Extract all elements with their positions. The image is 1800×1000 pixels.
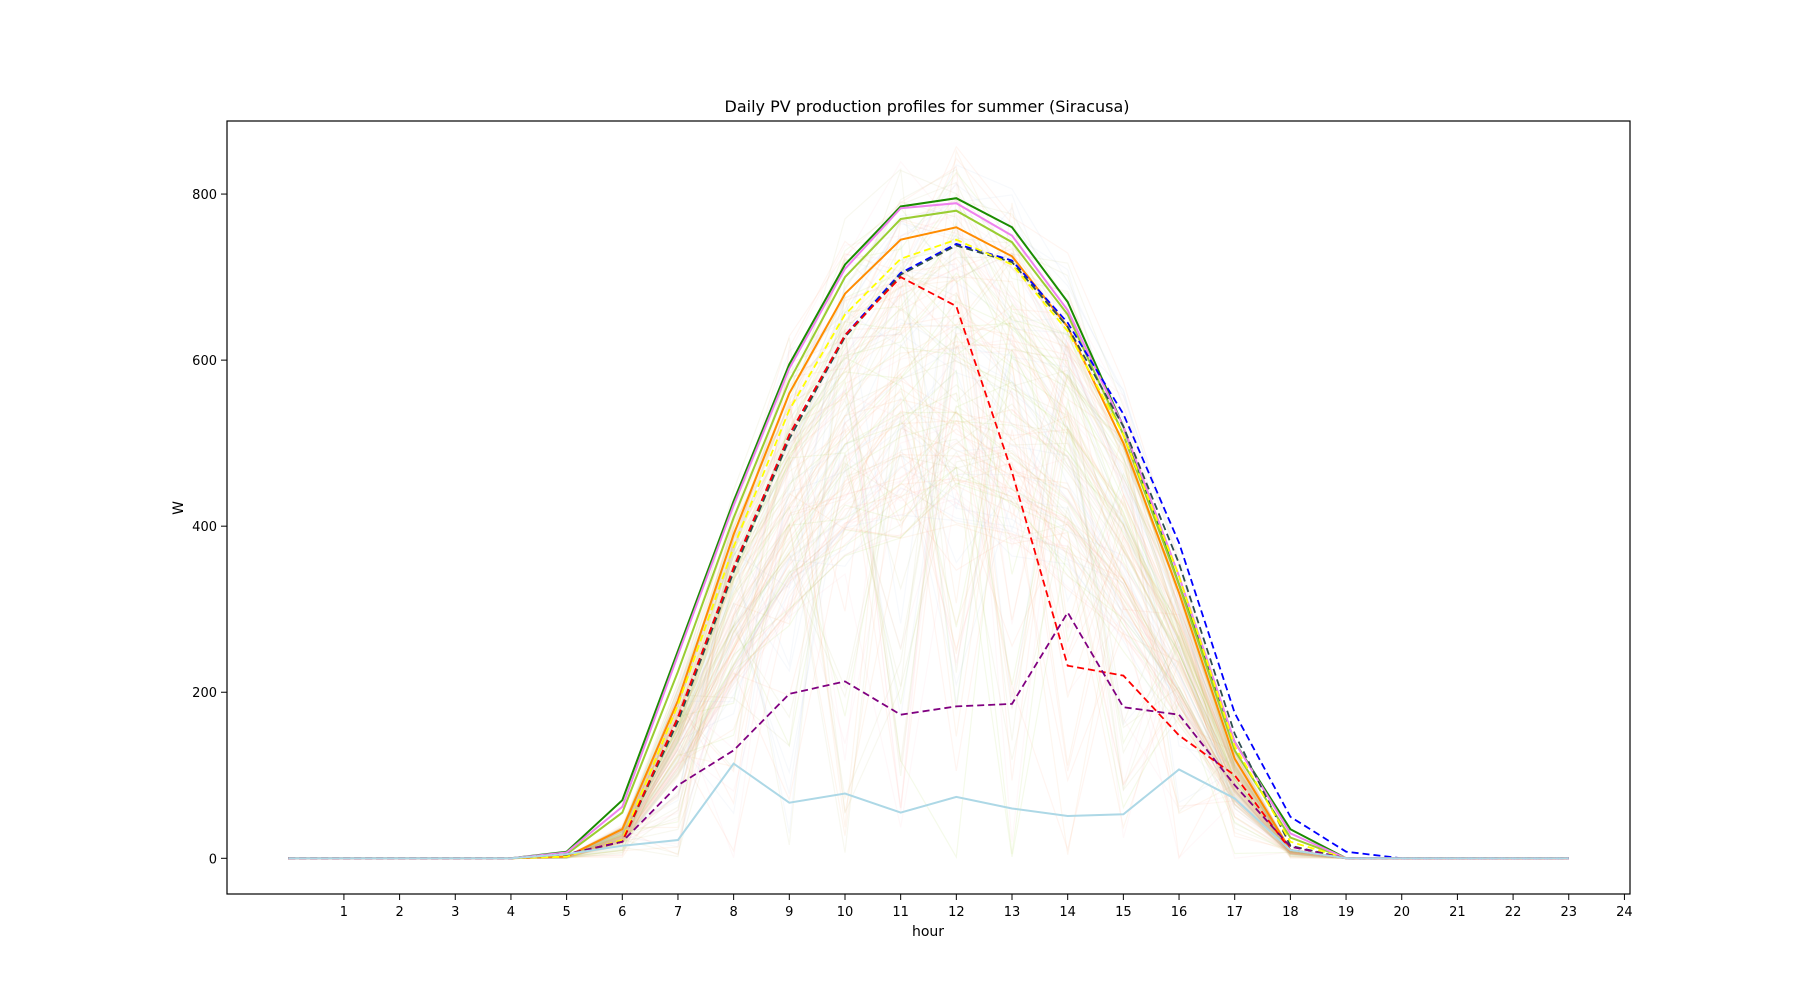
x-tick-label: 21 <box>1449 905 1466 920</box>
y-axis-label: W <box>171 501 187 515</box>
x-tick-label: 14 <box>1059 905 1076 920</box>
x-tick-label: 11 <box>892 905 909 920</box>
x-tick-label: 8 <box>729 905 737 920</box>
x-axis-label: hour <box>912 924 944 940</box>
series-layer <box>288 197 1569 860</box>
x-tick-label: 1 <box>340 905 348 920</box>
x-tick-label: 5 <box>562 905 570 920</box>
y-tick-label: 0 <box>209 852 217 867</box>
x-tick-label: 15 <box>1115 905 1132 920</box>
x-tick-label: 9 <box>785 905 793 920</box>
y-tick-label: 800 <box>192 188 217 203</box>
x-axis: 1 2 3 4 5 6 7 8 9 10 11 12 13 14 15 16 17 18 19 20 21 22 23 24 <box>340 894 1633 920</box>
x-tick-label: 2 <box>395 905 403 920</box>
x-tick-label: 22 <box>1505 905 1522 920</box>
chart-title: Daily PV production profiles for summer … <box>725 97 1130 116</box>
x-tick-label: 13 <box>1004 905 1021 920</box>
y-tick-label: 200 <box>192 686 217 701</box>
x-tick-label: 19 <box>1338 905 1355 920</box>
x-tick-label: 4 <box>507 905 515 920</box>
x-tick-label: 10 <box>837 905 854 920</box>
x-tick-label: 24 <box>1616 905 1633 920</box>
x-tick-label: 3 <box>451 905 459 920</box>
x-tick-label: 6 <box>618 905 626 920</box>
x-tick-label: 20 <box>1393 905 1410 920</box>
plot-area-frame <box>226 120 1631 895</box>
x-tick-label: 17 <box>1226 905 1243 920</box>
x-tick-label: 23 <box>1560 905 1577 920</box>
x-tick-label: 16 <box>1171 905 1188 920</box>
y-tick-label: 400 <box>192 520 217 535</box>
y-axis: 0 200 400 600 800 <box>192 188 227 867</box>
x-tick-label: 12 <box>948 905 965 920</box>
y-tick-label: 600 <box>192 354 217 369</box>
x-tick-label: 18 <box>1282 905 1299 920</box>
series-line <box>288 762 1569 860</box>
x-tick-label: 7 <box>674 905 682 920</box>
